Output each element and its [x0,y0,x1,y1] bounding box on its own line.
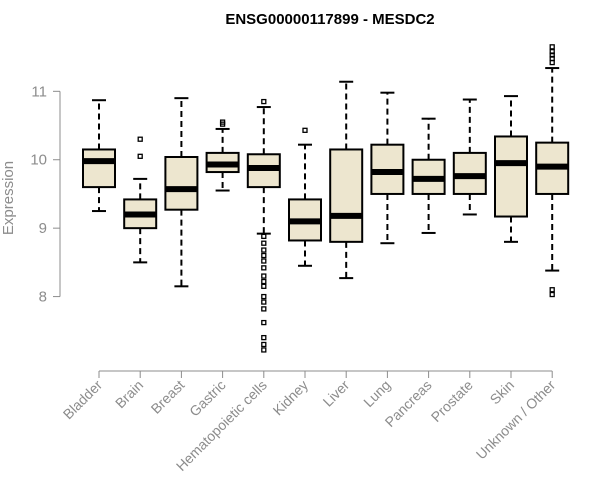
x-tick-label: Breast [148,377,188,417]
box-skin [494,95,528,243]
box-brain [123,136,158,264]
box-unknown-other [535,44,570,298]
outlier-point [549,44,555,50]
box-prostate [452,98,487,216]
outlier-point [261,293,267,300]
outlier-point [549,59,555,66]
boxes [82,44,570,353]
outlier-point [261,306,267,312]
y-tick-label: 10 [30,152,47,169]
box-hematopoietic-cells [246,98,281,353]
box-gastric [205,119,240,192]
iqr-box [494,135,528,218]
x-tick-label: Prostate [428,377,476,425]
box-liver [329,80,364,280]
x-tick-label: Skin [487,377,518,408]
outlier-point [261,347,267,353]
y-tick-label: 11 [31,83,47,100]
box-breast [164,97,199,288]
axes: 8 9 10 11 [30,83,553,378]
outlier-point [219,119,226,125]
x-tick-label: Bladder [60,377,106,423]
y-axis-label: Expression [0,161,17,235]
outlier-point [261,240,267,246]
outlier-point [261,319,267,326]
box-bladder [82,99,116,213]
chart-title: ENSG00000117899 - MESDC2 [225,11,434,28]
outlier-point [261,247,267,253]
outlier-point [549,287,555,293]
box-lung [370,91,405,245]
outlier-point [261,334,267,341]
y-tick-label: 8 [39,289,47,306]
y-tick-label: 9 [39,220,47,237]
x-tick-label: Lung [360,377,393,410]
outlier-point [261,283,267,289]
outlier-point [261,299,267,305]
box-kidney [288,127,322,267]
outlier-point [261,278,267,285]
outlier-point [137,136,143,142]
outlier-point [261,273,267,279]
x-tick-label: Liver [320,377,353,410]
x-tick-label: Kidney [270,377,312,419]
iqr-box [329,148,364,243]
outlier-point [261,265,267,271]
box-pancreas [411,117,446,234]
x-tick-label: Brain [112,377,146,411]
outlier-point [549,48,555,55]
outlier-point [549,291,555,298]
outlier-point [302,127,308,133]
outlier-point [137,153,143,159]
outlier-point [261,252,267,259]
iqr-box [82,148,116,189]
outlier-point [261,98,267,105]
outlier-point [261,341,267,348]
iqr-box [164,156,199,211]
outlier-point [261,258,267,264]
outlier-point [261,233,267,240]
